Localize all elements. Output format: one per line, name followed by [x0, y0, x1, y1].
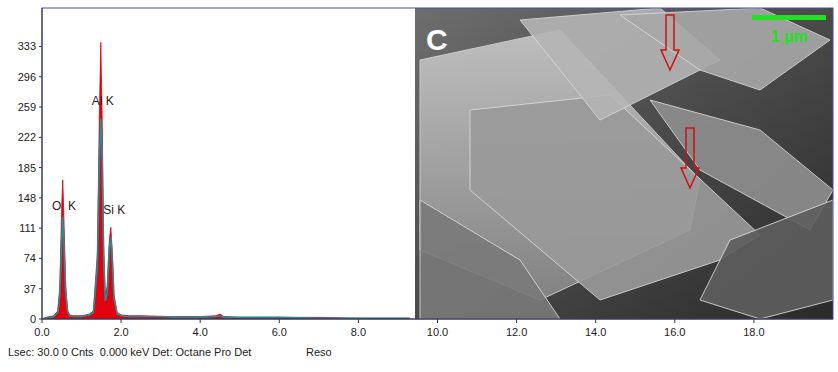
- x-tick-label: 16.0: [664, 326, 685, 338]
- x-tick-label: 0.0: [34, 326, 49, 338]
- scale-bar: [752, 15, 826, 20]
- x-tick: [42, 319, 43, 323]
- x-tick: [753, 319, 754, 323]
- footer-text: Lsec: 30.0 0 Cnts 0.000 keV Det: Octane …: [8, 346, 251, 358]
- spectrum-area: [42, 42, 410, 319]
- x-tick: [358, 319, 359, 323]
- x-tick-label: 8.0: [351, 326, 366, 338]
- peak-label: Si K: [103, 203, 125, 217]
- crystal-plate: [620, 8, 830, 90]
- footer-text: Reso: [306, 346, 332, 358]
- arrow: [661, 15, 679, 70]
- y-tick-label: 37: [24, 283, 36, 295]
- sem-image: [415, 8, 833, 319]
- y-tick-label: 259: [18, 101, 36, 113]
- x-tick: [200, 319, 201, 323]
- crystal-plate: [420, 200, 560, 319]
- y-tick-label: 0: [30, 313, 36, 325]
- peak-label: Al K: [92, 94, 114, 108]
- y-axis: [42, 8, 43, 319]
- x-tick: [674, 319, 675, 323]
- x-axis: [42, 319, 833, 320]
- image-background: [415, 8, 833, 319]
- panel-label: C: [426, 23, 448, 56]
- y-tick-label: 111: [19, 222, 36, 234]
- x-tick-label: 12.0: [506, 326, 527, 338]
- y-tick-label: 333: [18, 40, 36, 52]
- x-tick-label: 14.0: [585, 326, 606, 338]
- x-tick: [279, 319, 280, 323]
- crystal-plate: [700, 200, 833, 319]
- x-tick-label: 6.0: [272, 326, 287, 338]
- y-tick-label: 222: [18, 131, 36, 143]
- y-tick-label: 296: [18, 71, 36, 83]
- plot-frame: [42, 8, 833, 319]
- x-tick: [595, 319, 596, 323]
- peak-label: O K: [52, 199, 76, 213]
- x-tick: [437, 319, 438, 323]
- x-tick: [516, 319, 517, 323]
- y-tick-label: 148: [18, 192, 36, 204]
- x-tick-label: 18.0: [743, 326, 764, 338]
- x-tick-label: 2.0: [113, 326, 128, 338]
- spectrum-line: [42, 118, 410, 319]
- plot-data: [42, 42, 410, 319]
- y-tick-label: 185: [18, 162, 36, 174]
- arrow: [681, 128, 699, 188]
- eds-figure: 0 37 74 111 148 185 222 259 296 333 0.0 2.0 4.0 6.0 8.…: [0, 0, 838, 372]
- y-tick-label: 74: [24, 252, 36, 264]
- scale-bar-label: 1 µm: [771, 28, 808, 45]
- x-tick-label: 10.0: [427, 326, 448, 338]
- x-tick-label: 4.0: [193, 326, 208, 338]
- x-tick: [121, 319, 122, 323]
